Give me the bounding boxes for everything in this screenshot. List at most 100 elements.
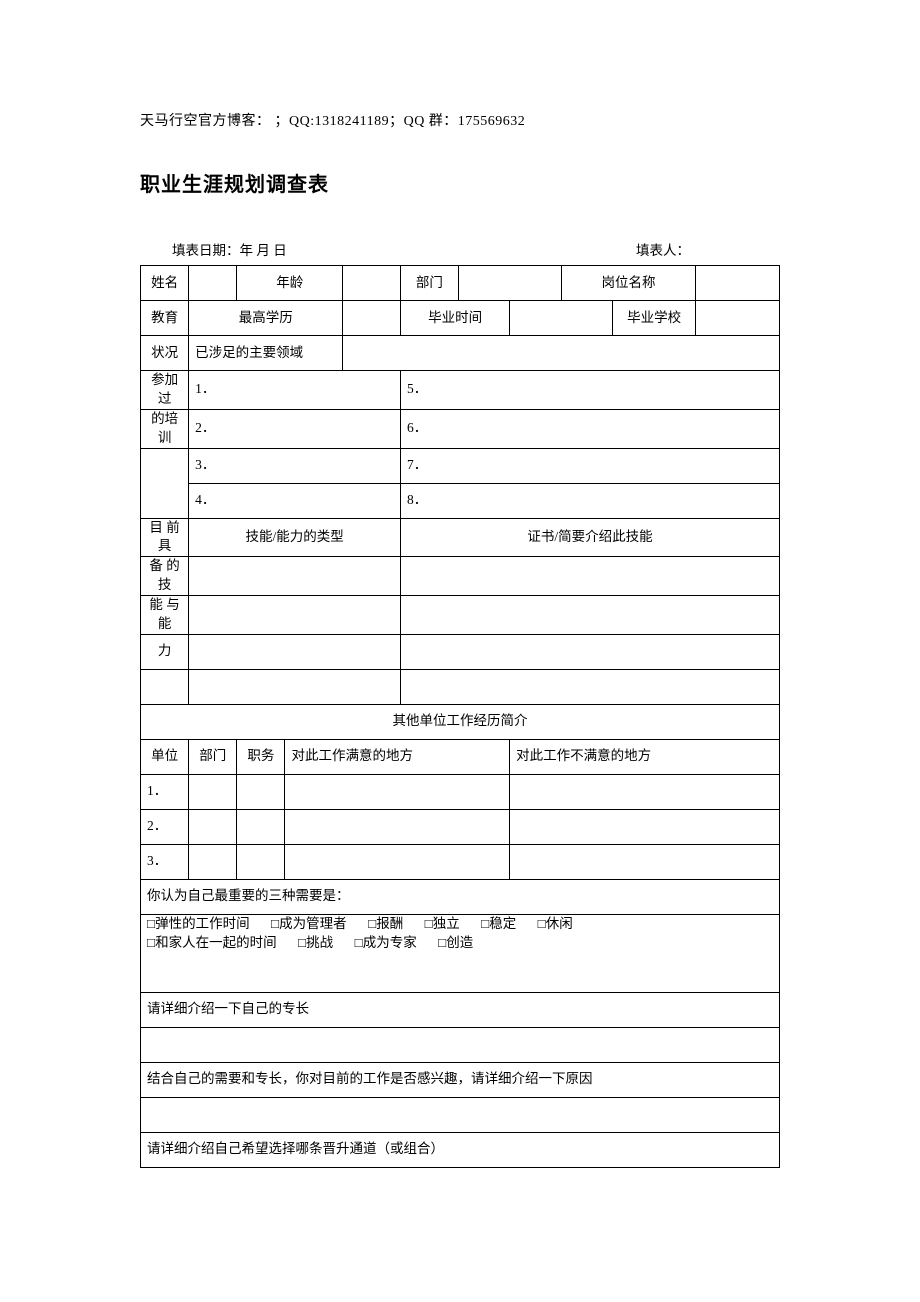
label-training-2: 的培训 [141, 409, 189, 448]
promote-prompt: 请详细介绍自己希望选择哪条晋升通道（或组合） [141, 1132, 780, 1167]
exp-title: 其他单位工作经历简介 [141, 704, 780, 739]
field-grad-time[interactable] [510, 301, 613, 336]
needs-options[interactable]: □弹性的工作时间 □成为管理者 □报酬 □独立 □稳定 □休闲 □和家人在一起的… [141, 914, 780, 992]
header-line: 天马行空官方博客： ；QQ:1318241189；QQ 群：175569632 [140, 110, 780, 130]
exp-row-2-dept[interactable] [189, 809, 237, 844]
table-row [141, 1097, 780, 1132]
exp-row-3-num: 3． [141, 844, 189, 879]
table-row: 姓名 年龄 部门 岗位名称 [141, 266, 780, 301]
checkbox-option[interactable]: □稳定 [481, 915, 516, 934]
exp-row-1-dept[interactable] [189, 774, 237, 809]
table-row: 4． 8． [141, 483, 780, 518]
needs-prompt: 你认为自己最重要的三种需要是： [141, 879, 780, 914]
table-row: 单位 部门 职务 对此工作满意的地方 对此工作不满意的地方 [141, 739, 780, 774]
checkbox-option[interactable]: □成为专家 [355, 934, 417, 953]
training-left-1[interactable]: 1． [189, 371, 401, 410]
label-skill-g3: 能 与 能 [141, 596, 189, 635]
checkbox-option[interactable]: □创造 [438, 934, 473, 953]
table-row [141, 1027, 780, 1062]
table-row: 能 与 能 [141, 596, 780, 635]
exp-h-satisfied: 对此工作满意的地方 [285, 739, 510, 774]
table-row: 3． 7． [141, 448, 780, 483]
label-training-blank [141, 448, 189, 518]
exp-row-1-duty[interactable] [237, 774, 285, 809]
label-fields: 已涉足的主要领域 [189, 336, 343, 371]
label-training-1: 参加过 [141, 371, 189, 410]
table-row: 请详细介绍一下自己的专长 [141, 992, 780, 1027]
table-row: 目 前 具 技能/能力的类型 证书/简要介绍此技能 [141, 518, 780, 557]
field-fields[interactable] [343, 336, 780, 371]
field-top-degree[interactable] [343, 301, 401, 336]
training-right-3[interactable]: 7． [401, 448, 780, 483]
field-dept[interactable] [458, 266, 561, 301]
field-age[interactable] [343, 266, 401, 301]
label-dept: 部门 [401, 266, 459, 301]
label-edu-1: 教育 [141, 301, 189, 336]
exp-row-2-unsat[interactable] [510, 809, 780, 844]
checkbox-option[interactable]: □和家人在一起的时间 [147, 934, 277, 953]
page-title: 职业生涯规划调查表 [140, 168, 780, 197]
exp-h-dept: 部门 [189, 739, 237, 774]
skill-type-1[interactable] [189, 557, 401, 596]
fill-person-label: 填表人： [636, 239, 780, 259]
table-row: 你认为自己最重要的三种需要是： [141, 879, 780, 914]
skill-cert-3[interactable] [401, 634, 780, 669]
table-row: 其他单位工作经历简介 [141, 704, 780, 739]
table-row: 3． [141, 844, 780, 879]
table-row: 教育 最高学历 毕业时间 毕业学校 [141, 301, 780, 336]
checkbox-option[interactable]: □弹性的工作时间 [147, 915, 250, 934]
training-left-4[interactable]: 4． [189, 483, 401, 518]
training-right-1[interactable]: 5． [401, 371, 780, 410]
table-row: 请详细介绍自己希望选择哪条晋升通道（或组合） [141, 1132, 780, 1167]
blog-label: 天马行空官方博客： [140, 114, 271, 129]
exp-row-2-duty[interactable] [237, 809, 285, 844]
field-grad-school[interactable] [696, 301, 780, 336]
field-name[interactable] [189, 266, 237, 301]
exp-row-3-dept[interactable] [189, 844, 237, 879]
interest-field[interactable] [141, 1097, 780, 1132]
exp-row-2-sat[interactable] [285, 809, 510, 844]
label-grad-time: 毕业时间 [401, 301, 510, 336]
label-name: 姓名 [141, 266, 189, 301]
exp-row-1-unsat[interactable] [510, 774, 780, 809]
label-post: 岗位名称 [561, 266, 696, 301]
fill-date-label: 填表日期：年 月 日 [172, 239, 287, 259]
table-row [141, 669, 780, 704]
training-right-4[interactable]: 8． [401, 483, 780, 518]
skill-type-3[interactable] [189, 634, 401, 669]
label-top-degree: 最高学历 [189, 301, 343, 336]
checkbox-option[interactable]: □挑战 [298, 934, 333, 953]
training-left-2[interactable]: 2． [189, 409, 401, 448]
label-skill-g1: 目 前 具 [141, 518, 189, 557]
checkbox-option[interactable]: □休闲 [538, 915, 573, 934]
label-skill-type: 技能/能力的类型 [189, 518, 401, 557]
checkbox-option[interactable]: □成为管理者 [271, 915, 347, 934]
checkbox-option[interactable]: □独立 [425, 915, 460, 934]
exp-h-duty: 职务 [237, 739, 285, 774]
exp-row-1-sat[interactable] [285, 774, 510, 809]
checkbox-option[interactable]: □报酬 [368, 915, 403, 934]
training-right-2[interactable]: 6． [401, 409, 780, 448]
table-row: 备 的 技 [141, 557, 780, 596]
needs-line-2: □和家人在一起的时间 □挑战 □成为专家 □创造 [147, 934, 773, 953]
field-post[interactable] [696, 266, 780, 301]
exp-row-3-sat[interactable] [285, 844, 510, 879]
skill-cert-1[interactable] [401, 557, 780, 596]
skill-type-4[interactable] [189, 669, 401, 704]
strength-field[interactable] [141, 1027, 780, 1062]
table-row: 的培训 2． 6． [141, 409, 780, 448]
exp-row-3-unsat[interactable] [510, 844, 780, 879]
table-row: 1． [141, 774, 780, 809]
survey-table: 姓名 年龄 部门 岗位名称 教育 最高学历 毕业时间 毕业学校 状况 已涉足的主… [140, 265, 780, 1168]
exp-row-2-num: 2． [141, 809, 189, 844]
document-page: 天马行空官方博客： ；QQ:1318241189；QQ 群：175569632 … [0, 0, 920, 1302]
skill-cert-2[interactable] [401, 596, 780, 635]
label-skill-cert: 证书/简要介绍此技能 [401, 518, 780, 557]
exp-row-3-duty[interactable] [237, 844, 285, 879]
skill-type-2[interactable] [189, 596, 401, 635]
label-skill-blank [141, 669, 189, 704]
training-left-3[interactable]: 3． [189, 448, 401, 483]
skill-cert-4[interactable] [401, 669, 780, 704]
table-row: 参加过 1． 5． [141, 371, 780, 410]
exp-row-1-num: 1． [141, 774, 189, 809]
